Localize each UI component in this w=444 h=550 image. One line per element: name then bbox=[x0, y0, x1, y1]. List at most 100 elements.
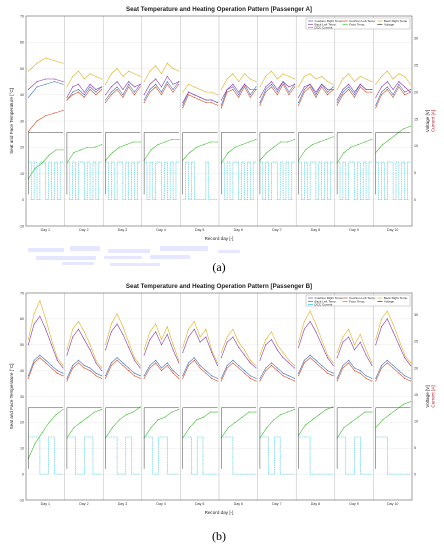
data-point bbox=[89, 344, 91, 346]
data-point bbox=[160, 91, 162, 93]
data-point bbox=[164, 141, 166, 143]
data-point bbox=[226, 364, 228, 366]
data-point bbox=[403, 128, 405, 130]
data-point bbox=[404, 375, 406, 377]
data-point bbox=[238, 91, 240, 93]
data-point bbox=[139, 86, 141, 88]
series-segment bbox=[28, 299, 64, 366]
data-point bbox=[53, 78, 55, 80]
series-segment bbox=[143, 409, 179, 439]
data-point bbox=[343, 152, 345, 153]
data-point bbox=[255, 81, 257, 83]
data-point bbox=[36, 81, 38, 83]
data-point bbox=[132, 411, 134, 413]
y-tick-label: 60 bbox=[20, 41, 24, 45]
data-point bbox=[101, 367, 103, 369]
data-point bbox=[342, 78, 344, 80]
data-point bbox=[232, 89, 234, 90]
data-point bbox=[205, 370, 207, 372]
data-point bbox=[392, 94, 394, 96]
data-point bbox=[193, 357, 195, 359]
data-point bbox=[343, 427, 345, 429]
data-point bbox=[62, 62, 64, 64]
data-point bbox=[276, 89, 278, 90]
data-point bbox=[101, 377, 103, 379]
data-point bbox=[155, 86, 157, 88]
data-point bbox=[166, 62, 168, 64]
data-point bbox=[172, 68, 174, 69]
data-point bbox=[83, 91, 85, 93]
data-point bbox=[139, 75, 141, 77]
data-point bbox=[27, 344, 29, 346]
data-point bbox=[105, 99, 107, 101]
data-point bbox=[118, 419, 120, 421]
series-segment bbox=[105, 406, 141, 439]
data-point bbox=[243, 86, 245, 88]
data-point bbox=[371, 138, 373, 140]
data-point bbox=[199, 341, 201, 343]
data-point bbox=[259, 96, 261, 98]
series-segment bbox=[336, 328, 373, 363]
data-point bbox=[188, 364, 190, 366]
y-tick-label: -10 bbox=[19, 498, 24, 502]
data-point bbox=[386, 89, 388, 90]
data-point bbox=[62, 364, 64, 366]
series-segment bbox=[105, 323, 141, 369]
data-point bbox=[371, 380, 373, 382]
data-point bbox=[371, 377, 373, 379]
data-point bbox=[133, 372, 135, 374]
data-point bbox=[332, 372, 334, 374]
data-point bbox=[160, 370, 162, 372]
data-point bbox=[116, 89, 118, 90]
data-point bbox=[62, 408, 64, 410]
series-segment bbox=[221, 139, 257, 164]
data-point bbox=[205, 336, 207, 338]
data-point bbox=[371, 364, 373, 366]
data-point bbox=[243, 354, 245, 356]
data-point bbox=[315, 96, 317, 98]
series-segment bbox=[298, 132, 334, 195]
y-tick-label: 20 bbox=[20, 421, 24, 425]
data-point bbox=[243, 83, 245, 85]
data-point bbox=[266, 152, 268, 153]
data-point bbox=[87, 146, 89, 148]
data-point bbox=[182, 375, 184, 377]
data-point bbox=[226, 89, 228, 90]
data-point bbox=[77, 362, 79, 364]
data-point bbox=[216, 104, 218, 106]
y2-tick-label: 5 bbox=[414, 446, 416, 450]
data-point bbox=[389, 138, 391, 140]
data-point bbox=[87, 416, 89, 418]
series-line bbox=[28, 407, 411, 469]
data-point bbox=[220, 377, 222, 379]
data-point bbox=[404, 377, 406, 379]
data-point bbox=[365, 375, 367, 377]
series-segment bbox=[28, 132, 64, 195]
data-point bbox=[409, 380, 411, 382]
series-segment bbox=[144, 436, 179, 475]
data-point bbox=[359, 86, 361, 88]
data-point bbox=[110, 323, 112, 325]
data-point bbox=[392, 364, 394, 366]
data-point bbox=[171, 138, 173, 140]
figure-caption: (b) bbox=[212, 529, 226, 543]
data-point bbox=[265, 370, 267, 372]
series-segment bbox=[375, 436, 411, 475]
data-point bbox=[143, 349, 145, 351]
data-point bbox=[409, 91, 411, 93]
y-tick-label: 40 bbox=[20, 369, 24, 373]
data-point bbox=[336, 380, 338, 382]
data-point bbox=[282, 81, 284, 83]
data-point bbox=[110, 364, 112, 366]
data-point bbox=[143, 99, 145, 101]
data-point bbox=[66, 377, 68, 379]
data-point bbox=[72, 336, 74, 338]
data-point bbox=[139, 364, 141, 366]
data-point bbox=[255, 89, 257, 90]
data-point bbox=[33, 313, 35, 315]
data-point bbox=[220, 99, 222, 101]
series-line bbox=[27, 401, 411, 460]
data-point bbox=[386, 70, 388, 72]
data-point bbox=[381, 91, 383, 93]
series-segment bbox=[66, 328, 102, 371]
